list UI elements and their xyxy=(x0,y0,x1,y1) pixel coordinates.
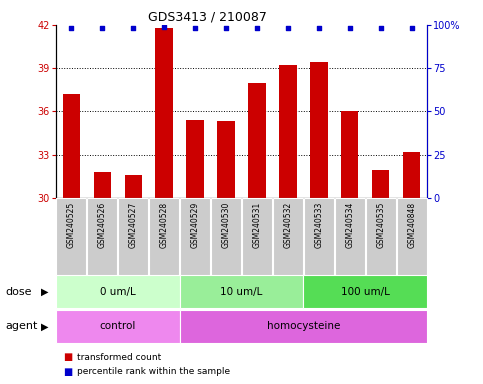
Point xyxy=(315,25,323,31)
Bar xyxy=(211,198,241,275)
Text: 0 um/L: 0 um/L xyxy=(99,287,135,297)
Text: GSM240527: GSM240527 xyxy=(128,202,138,248)
Text: dose: dose xyxy=(6,287,32,297)
Text: GSM240528: GSM240528 xyxy=(159,202,169,248)
Text: GSM240529: GSM240529 xyxy=(190,202,199,248)
Bar xyxy=(372,170,389,198)
Point xyxy=(67,25,75,31)
Bar xyxy=(118,198,148,275)
Bar xyxy=(311,62,327,198)
Bar xyxy=(180,275,303,308)
Text: percentile rank within the sample: percentile rank within the sample xyxy=(77,367,230,376)
Text: GSM240530: GSM240530 xyxy=(222,202,230,248)
Text: GSM240535: GSM240535 xyxy=(376,202,385,248)
Bar xyxy=(341,111,358,198)
Point xyxy=(408,25,416,31)
Point xyxy=(377,25,385,31)
Text: agent: agent xyxy=(6,321,38,331)
Bar xyxy=(62,94,80,198)
Bar xyxy=(303,275,427,308)
Bar xyxy=(217,121,235,198)
Text: GSM240532: GSM240532 xyxy=(284,202,293,248)
Text: 10 um/L: 10 um/L xyxy=(220,287,263,297)
Text: GSM240531: GSM240531 xyxy=(253,202,261,248)
Point xyxy=(284,25,292,31)
Bar xyxy=(56,275,180,308)
Text: ■: ■ xyxy=(63,367,72,377)
Bar xyxy=(397,198,427,275)
Text: GSM240534: GSM240534 xyxy=(345,202,355,248)
Text: control: control xyxy=(99,321,136,331)
Bar xyxy=(273,198,303,275)
Bar xyxy=(186,120,203,198)
Point xyxy=(98,25,106,31)
Point xyxy=(191,25,199,31)
Point xyxy=(222,25,230,31)
Point xyxy=(346,25,354,31)
Point xyxy=(160,24,168,30)
Bar xyxy=(242,198,272,275)
Text: ▶: ▶ xyxy=(41,287,48,297)
Bar xyxy=(156,28,172,198)
Text: GSM240533: GSM240533 xyxy=(314,202,324,248)
Bar xyxy=(335,198,365,275)
Text: transformed count: transformed count xyxy=(77,353,161,362)
Bar xyxy=(56,198,86,275)
Text: homocysteine: homocysteine xyxy=(267,321,340,331)
Bar xyxy=(56,310,180,343)
Bar xyxy=(280,65,297,198)
Bar xyxy=(87,198,117,275)
Point xyxy=(253,25,261,31)
Text: 100 um/L: 100 um/L xyxy=(341,287,390,297)
Bar xyxy=(149,198,179,275)
Bar xyxy=(366,198,396,275)
Bar xyxy=(304,198,334,275)
Bar xyxy=(180,310,427,343)
Text: GSM240848: GSM240848 xyxy=(408,202,416,248)
Text: GSM240525: GSM240525 xyxy=(67,202,75,248)
Bar xyxy=(180,198,210,275)
Text: GDS3413 / 210087: GDS3413 / 210087 xyxy=(148,11,267,24)
Point xyxy=(129,25,137,31)
Bar xyxy=(403,152,421,198)
Bar xyxy=(94,172,111,198)
Bar xyxy=(125,175,142,198)
Text: GSM240526: GSM240526 xyxy=(98,202,107,248)
Text: ■: ■ xyxy=(63,352,72,362)
Bar xyxy=(248,83,266,198)
Text: ▶: ▶ xyxy=(41,321,48,331)
